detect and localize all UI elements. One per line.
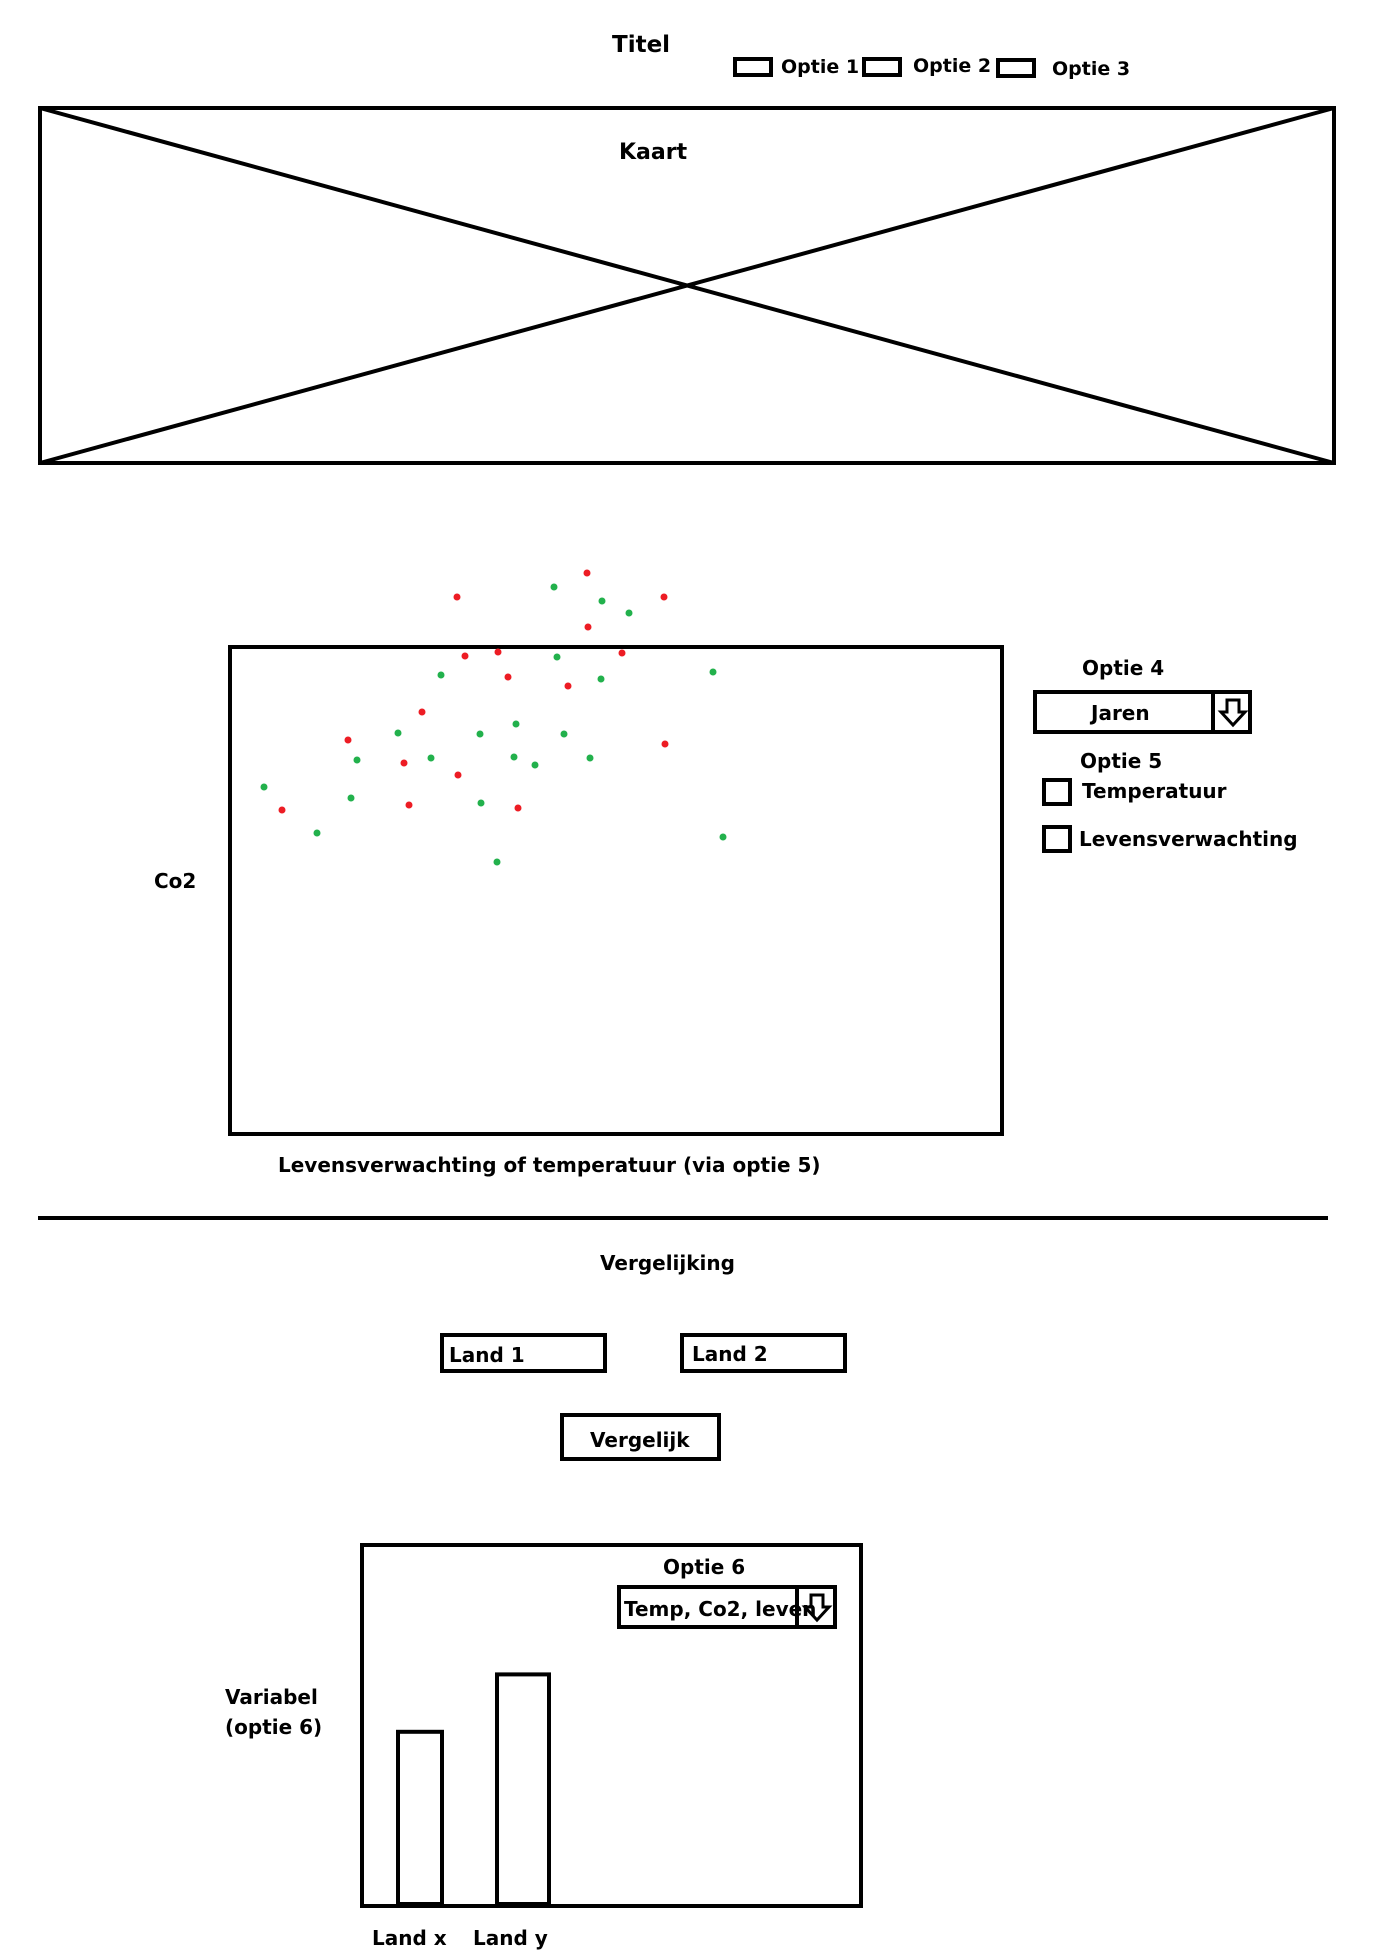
country-1-input[interactable]: Land 1 xyxy=(440,1333,607,1373)
scatter-point-green xyxy=(586,754,594,762)
scatter-point-red xyxy=(418,708,426,716)
section-divider xyxy=(38,1216,1328,1220)
scatter-x-axis-label: Levensverwachting of temperatuur (via op… xyxy=(278,1153,821,1177)
option-1-radio[interactable] xyxy=(733,57,773,77)
scatter-frame xyxy=(228,645,1004,1136)
scatter-point-green xyxy=(597,675,605,683)
bar-marks xyxy=(396,1672,551,1907)
life-expectancy-checkbox-label: Levensverwachting xyxy=(1079,827,1298,851)
scatter-point-green xyxy=(560,730,568,738)
scatter-point-green xyxy=(512,720,520,728)
scatter-point-red xyxy=(514,804,522,812)
scatter-point-green xyxy=(598,597,606,605)
dropdown-divider xyxy=(795,1589,799,1625)
scatter-point-green xyxy=(260,783,268,791)
bar-y-axis-label-line2: (optie 6) xyxy=(225,1715,323,1739)
arrow-down-icon xyxy=(1217,698,1249,728)
scatter-point-green xyxy=(709,668,717,676)
compare-button-label: Vergelijk xyxy=(590,1428,690,1452)
scatter-point-green xyxy=(719,833,727,841)
option-5-label: Optie 5 xyxy=(1080,749,1163,773)
option-4-label: Optie 4 xyxy=(1082,656,1165,680)
bar-land-x xyxy=(396,1729,444,1907)
scatter-point-green xyxy=(625,609,633,617)
scatter-point-green xyxy=(550,583,558,591)
scatter-y-axis-label: Co2 xyxy=(154,869,197,893)
dropdown-divider xyxy=(1211,694,1215,730)
option-2-radio[interactable] xyxy=(862,57,902,77)
country-2-value: Land 2 xyxy=(692,1342,768,1366)
scatter-point-red xyxy=(494,648,502,656)
option-3-label: Optie 3 xyxy=(1052,58,1131,80)
scatter-point-red xyxy=(344,736,352,744)
scatter-points xyxy=(260,569,727,866)
scatter-point-green xyxy=(510,753,518,761)
option-6-label: Optie 6 xyxy=(663,1555,746,1579)
variable-select[interactable]: Temp, Co2, leven xyxy=(617,1585,837,1629)
option-1-label: Optie 1 xyxy=(781,56,860,78)
temperature-checkbox[interactable] xyxy=(1042,778,1072,806)
scatter-point-green xyxy=(347,794,355,802)
scatter-point-red xyxy=(454,771,462,779)
option-2-label: Optie 2 xyxy=(913,55,992,77)
bar-y-axis-label-line1: Variabel xyxy=(225,1685,318,1709)
scatter-point-green xyxy=(477,799,485,807)
map-label: Kaart xyxy=(619,140,688,165)
scatter-point-red xyxy=(278,806,286,814)
life-expectancy-checkbox[interactable] xyxy=(1042,825,1072,853)
scatter-point-red xyxy=(564,682,572,690)
variable-select-value: Temp, Co2, leven xyxy=(624,1597,817,1621)
country-2-input[interactable]: Land 2 xyxy=(680,1333,847,1373)
temperature-checkbox-label: Temperatuur xyxy=(1082,779,1227,803)
scatter-point-green xyxy=(427,754,435,762)
page-title: Titel xyxy=(612,32,671,58)
scatter-point-red xyxy=(504,673,512,681)
scatter-point-red xyxy=(400,759,408,767)
comparison-heading: Vergelijking xyxy=(600,1251,735,1275)
scatter-point-green xyxy=(313,829,321,837)
scatter-point-green xyxy=(531,761,539,769)
arrow-down-icon xyxy=(801,1593,833,1623)
scatter-point-green xyxy=(394,729,402,737)
scatter-point-green xyxy=(353,756,361,764)
scatter-point-red xyxy=(453,593,461,601)
scatter-point-red xyxy=(618,649,626,657)
scatter-point-red xyxy=(660,593,668,601)
scatter-point-green xyxy=(476,730,484,738)
scatter-point-red xyxy=(405,801,413,809)
bar-category-label: Land y xyxy=(473,1926,548,1950)
scatter-point-red xyxy=(583,569,591,577)
scatter-point-red xyxy=(661,740,669,748)
compare-button[interactable]: Vergelijk xyxy=(560,1413,721,1461)
scatter-point-green xyxy=(493,858,501,866)
scatter-point-green xyxy=(437,671,445,679)
years-select[interactable]: Jaren xyxy=(1033,690,1252,734)
scatter-point-green xyxy=(553,653,561,661)
map-placeholder[interactable] xyxy=(0,0,1376,480)
years-select-value: Jaren xyxy=(1091,701,1150,725)
country-1-value: Land 1 xyxy=(449,1343,525,1367)
scatter-point-red xyxy=(461,652,469,660)
bar-land-y xyxy=(495,1672,551,1907)
scatter-point-red xyxy=(584,623,592,631)
option-3-radio[interactable] xyxy=(996,58,1036,78)
bar-category-label: Land x xyxy=(372,1926,447,1950)
